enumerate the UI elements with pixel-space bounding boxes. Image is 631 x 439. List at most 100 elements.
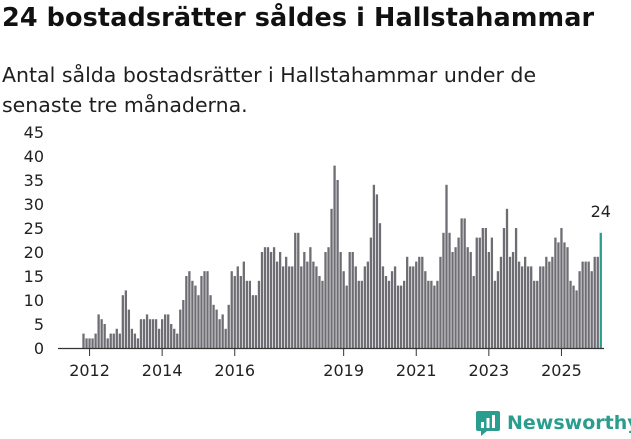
bar	[260, 252, 264, 348]
bar	[530, 266, 533, 348]
bar	[448, 232, 451, 348]
bar	[179, 309, 182, 348]
bar	[145, 314, 149, 348]
bar	[442, 232, 445, 348]
bar	[306, 261, 309, 348]
bar	[291, 266, 294, 348]
y-tick-label: 20	[24, 243, 44, 262]
y-tick-label: 15	[24, 267, 44, 286]
bar	[182, 300, 185, 348]
x-axis: 2012 2014 2016 2019 2021 2023 2025	[58, 347, 604, 380]
bar	[300, 266, 303, 348]
highlight-bar	[599, 232, 602, 348]
bar	[369, 237, 373, 348]
bar	[366, 261, 369, 348]
bar	[191, 280, 194, 348]
bar	[309, 247, 312, 348]
bar	[569, 280, 572, 348]
x-tick-label: 2021	[396, 361, 437, 380]
bar	[127, 309, 131, 348]
bar	[263, 247, 267, 348]
bar	[445, 184, 448, 348]
bar	[194, 285, 197, 348]
bar	[266, 247, 270, 348]
bar	[203, 271, 206, 348]
x-tick-label: 2025	[541, 361, 582, 380]
y-axis: 0 5 10 15 20 25 30 35 40 45	[24, 123, 44, 358]
bar	[239, 276, 242, 348]
bar	[139, 319, 143, 348]
bar	[206, 271, 209, 348]
bar	[133, 333, 137, 348]
bar	[221, 314, 224, 348]
bar	[581, 261, 584, 348]
bar	[372, 184, 376, 348]
bar	[363, 266, 366, 348]
bar	[124, 290, 127, 348]
bar	[294, 232, 297, 348]
bar	[499, 256, 503, 348]
bar	[85, 338, 88, 348]
y-tick-label: 30	[24, 195, 44, 214]
bar	[572, 285, 575, 348]
bar	[545, 256, 548, 348]
bar	[357, 280, 360, 348]
bar	[424, 271, 427, 348]
bar	[406, 256, 409, 348]
bar	[360, 280, 363, 348]
bar	[560, 228, 563, 348]
bar	[82, 333, 85, 348]
bar	[176, 333, 179, 348]
bar	[460, 218, 463, 348]
bar	[224, 328, 227, 348]
bar	[272, 247, 276, 348]
y-tick-label: 45	[24, 123, 44, 142]
bar	[409, 266, 412, 348]
bar	[508, 256, 512, 348]
bar	[167, 314, 170, 348]
bar	[451, 252, 454, 348]
bar	[430, 280, 433, 348]
bar	[466, 247, 469, 348]
bar	[575, 290, 578, 348]
bar	[170, 324, 173, 348]
bar	[436, 280, 439, 348]
bar	[248, 280, 252, 348]
bar	[587, 261, 590, 348]
bar	[285, 256, 288, 348]
bar	[251, 295, 255, 348]
bar	[197, 295, 200, 348]
newsworthy-logo-icon	[476, 411, 500, 436]
bar	[520, 266, 524, 348]
bar	[427, 280, 430, 348]
bar	[330, 208, 333, 348]
newsworthy-brand: Newsworthy	[475, 407, 631, 439]
bar	[142, 319, 146, 348]
bar	[384, 276, 388, 348]
bar	[554, 237, 557, 348]
bar	[112, 333, 115, 348]
bar	[399, 285, 403, 348]
bar	[433, 285, 436, 348]
bar	[254, 295, 258, 348]
bar	[115, 328, 118, 348]
bar	[593, 256, 596, 348]
bar	[209, 295, 212, 348]
bar	[342, 271, 345, 348]
bar	[233, 276, 236, 348]
bar	[551, 256, 554, 348]
bar	[106, 338, 109, 348]
bar	[421, 256, 424, 348]
bar	[275, 261, 279, 348]
bar	[215, 309, 218, 348]
bar	[91, 338, 94, 348]
brand-name: Newsworthy	[507, 412, 631, 434]
bar	[536, 280, 539, 348]
bar	[282, 266, 285, 348]
x-tick-label: 2012	[69, 361, 110, 380]
bar	[100, 319, 103, 348]
bar	[496, 271, 500, 348]
bar	[148, 319, 152, 348]
bar	[454, 247, 457, 348]
bar	[487, 252, 490, 348]
